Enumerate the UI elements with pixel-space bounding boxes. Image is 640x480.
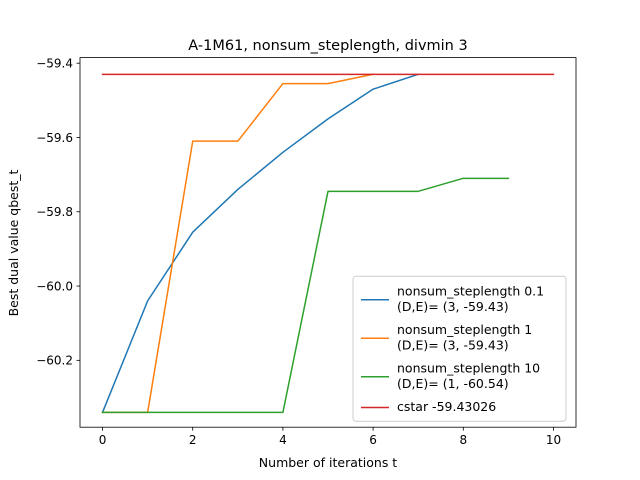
x-tick-label: 8	[459, 433, 467, 447]
y-tick-label: −59.4	[36, 56, 73, 70]
axes-frame	[79, 57, 577, 428]
y-tick-label: −60.2	[36, 354, 73, 368]
legend-box	[352, 275, 567, 422]
legend-label-2: (D,E)= (3, -59.43)	[397, 338, 509, 353]
legend-label-1: (D,E)= (3, -59.43)	[397, 299, 509, 314]
x-tick-label: 4	[279, 433, 287, 447]
y-axis-label: Best dual value qbest_t	[6, 169, 21, 316]
axes-layer: 0 2 4 6 8 10 −60.2 −60.0 −59.8 −59.6 −59.4	[36, 56, 577, 447]
legend: nonsum_steplength 0.1(D,E)= (3, -59.43)n…	[352, 275, 567, 422]
x-tick-label: 0	[99, 433, 107, 447]
x-tick-label: 6	[369, 433, 377, 447]
x-tick-label: 10	[546, 433, 561, 447]
legend-label-1: nonsum_steplength 0.1	[397, 284, 544, 299]
legend-label-3: nonsum_steplength 10	[397, 361, 540, 376]
legend-label-4: cstar -59.43026	[397, 399, 496, 414]
x-tick-label: 2	[189, 433, 197, 447]
series-layer	[101, 73, 555, 414]
y-tick-label: −59.8	[36, 205, 73, 219]
y-tick-label: −60.0	[36, 279, 73, 293]
legend-label-2: nonsum_steplength 1	[397, 322, 532, 337]
series-line-3	[101, 177, 510, 414]
y-tick-label: −59.6	[36, 131, 73, 145]
chart-title: A-1M61, nonsum_steplength, divmin 3	[188, 38, 467, 54]
series-line-1	[101, 73, 420, 414]
x-axis-label: Number of iterations t	[259, 455, 398, 470]
legend-label-3: (D,E)= (1, -60.54)	[397, 376, 509, 391]
